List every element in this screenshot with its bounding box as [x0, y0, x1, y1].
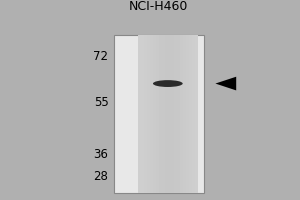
Bar: [174, 35, 177, 193]
Bar: [177, 35, 180, 193]
Bar: [183, 35, 186, 193]
Bar: [195, 35, 198, 193]
Text: 55: 55: [94, 96, 108, 109]
Bar: [147, 35, 150, 193]
Bar: [153, 35, 156, 193]
Bar: [168, 35, 171, 193]
Bar: [189, 35, 192, 193]
Bar: [186, 35, 189, 193]
Bar: [138, 35, 198, 193]
Bar: [114, 35, 203, 193]
Bar: [144, 35, 147, 193]
Text: NCI-H460: NCI-H460: [129, 0, 189, 13]
Bar: [192, 35, 195, 193]
Bar: [171, 35, 174, 193]
Ellipse shape: [153, 80, 183, 87]
Text: 72: 72: [93, 50, 108, 63]
Bar: [165, 35, 168, 193]
Bar: [180, 35, 183, 193]
Bar: [150, 35, 153, 193]
Bar: [141, 35, 144, 193]
Polygon shape: [215, 77, 236, 90]
Text: 36: 36: [94, 148, 108, 161]
Bar: [159, 35, 162, 193]
Text: 28: 28: [94, 170, 108, 183]
Bar: [162, 35, 165, 193]
Bar: [138, 35, 141, 193]
Bar: [156, 35, 159, 193]
